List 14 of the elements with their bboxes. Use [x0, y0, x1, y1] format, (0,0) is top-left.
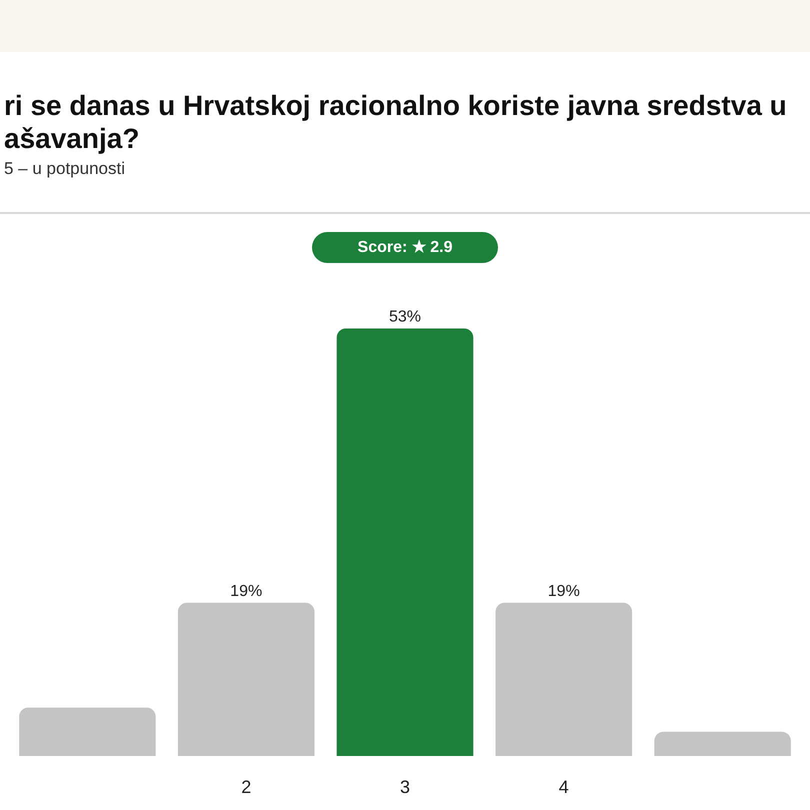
- chart-subtitle: 5 – u potpunosti: [4, 158, 125, 180]
- bar: [178, 602, 314, 756]
- data-label: 19%: [548, 582, 580, 600]
- data-label: 53%: [388, 308, 422, 326]
- chart-title: ri se danas u Hrvatskoj racionalno koriste javna sredstva u ašavanja?: [4, 89, 787, 155]
- x-tick-label: 4: [558, 777, 569, 797]
- x-tick-label: 2: [241, 777, 252, 797]
- x-tick-label: 3: [400, 777, 410, 797]
- text: Score: ★ 2.9: [312, 232, 498, 263]
- bar: [496, 602, 632, 756]
- bar: [19, 708, 156, 756]
- bar: [654, 732, 791, 756]
- bar: [336, 328, 474, 756]
- data-label: 19%: [230, 582, 262, 600]
